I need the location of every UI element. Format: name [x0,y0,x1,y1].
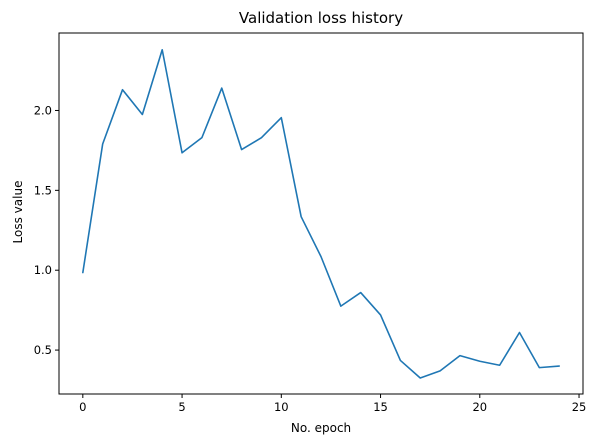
x-tick-label: 0 [79,400,86,414]
plot-area [58,32,584,395]
x-axis-label: No. epoch [291,421,351,435]
x-tick-label: 20 [472,400,487,414]
x-tick-label: 15 [373,400,388,414]
y-tick-label: 1.5 [34,183,52,197]
x-tick-label: 25 [572,400,587,414]
y-tick-label: 2.0 [34,103,52,117]
y-tick-label: 0.5 [34,343,52,357]
y-axis: 0.5 1.0 1.5 2.0 [34,103,59,357]
x-tick-label: 5 [178,400,185,414]
x-axis: 0 5 10 15 20 25 [79,394,586,414]
y-tick-label: 1.0 [34,263,52,277]
series-layer [82,48,560,379]
y-axis-label: Loss value [11,181,25,244]
series-line [82,48,560,379]
x-tick-label: 10 [274,400,289,414]
chart-title: Validation loss history [239,9,403,27]
